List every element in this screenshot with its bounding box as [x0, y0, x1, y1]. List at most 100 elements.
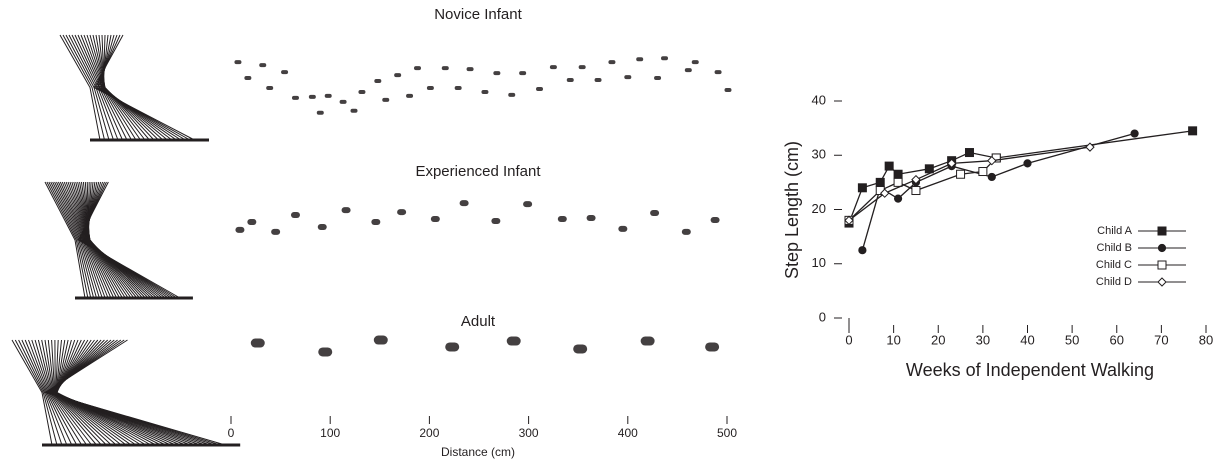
- marker: [987, 155, 997, 166]
- panel-title: Novice Infant: [434, 6, 522, 23]
- footprint: [650, 210, 660, 217]
- x-tick-label: 500: [717, 426, 737, 440]
- marker: [884, 161, 894, 171]
- footprint: [281, 70, 289, 75]
- x-tick-label: 200: [419, 426, 439, 440]
- footprint: [681, 228, 691, 235]
- footprint: [406, 93, 414, 98]
- footprint: [636, 57, 644, 62]
- stick-figure-line: [46, 181, 89, 299]
- marker: [911, 186, 921, 196]
- stick-figure-line: [102, 34, 168, 141]
- footprint: [557, 216, 567, 223]
- footprint: [691, 60, 699, 65]
- footprint: [506, 336, 521, 346]
- series-line: [848, 146, 1091, 221]
- footprint: [618, 225, 628, 232]
- footprint: [250, 338, 265, 348]
- x-tick-label: 100: [320, 426, 340, 440]
- footprint: [259, 63, 267, 68]
- marker: [893, 177, 903, 187]
- marker: [1130, 129, 1139, 138]
- stick-figure-line: [44, 181, 86, 299]
- footprint: [578, 65, 586, 70]
- footprint: [244, 76, 252, 81]
- footprint: [586, 215, 596, 222]
- footprint: [481, 89, 489, 94]
- footprint: [573, 344, 588, 354]
- legend-label: Child C: [1096, 259, 1132, 271]
- footprint: [491, 217, 501, 224]
- legend-marker: [1157, 226, 1167, 236]
- footprint: [684, 68, 692, 73]
- marker: [1188, 126, 1198, 136]
- marker: [924, 164, 934, 174]
- footprint: [291, 95, 299, 100]
- footprint: [459, 200, 469, 207]
- marker: [893, 169, 903, 179]
- stick-figure-line: [81, 181, 172, 299]
- footprint: [705, 342, 720, 352]
- y-tick-label: 0: [819, 309, 826, 324]
- stick-figure-line: [100, 34, 177, 141]
- x-axis-label: Weeks of Independent Walking: [906, 360, 1154, 380]
- stick-figure-line: [86, 181, 158, 299]
- stick-figure-line: [79, 181, 178, 299]
- footprint: [318, 347, 333, 357]
- footprint: [430, 216, 440, 223]
- marker: [858, 246, 867, 255]
- x-tick-label: 0: [228, 426, 235, 440]
- footprint: [382, 97, 390, 102]
- stick-figure-line: [101, 34, 164, 141]
- footprint: [640, 336, 655, 346]
- stick-figure-line: [44, 339, 226, 446]
- stick-figure-line: [68, 34, 114, 141]
- stick-figure-line: [59, 34, 101, 141]
- footprint: [413, 66, 421, 71]
- y-tick-label: 30: [812, 147, 826, 162]
- footprint: [445, 342, 460, 352]
- series-line: [861, 132, 1135, 251]
- footprint: [235, 226, 245, 233]
- marker: [978, 167, 988, 177]
- stick-figure-line: [98, 34, 182, 141]
- marker: [1085, 142, 1095, 152]
- y-tick-label: 20: [812, 201, 826, 216]
- footprint: [373, 335, 388, 345]
- marker: [964, 148, 974, 158]
- footprint: [374, 79, 382, 84]
- footprint: [624, 75, 632, 80]
- footprint: [566, 78, 574, 83]
- footprint: [523, 201, 533, 208]
- footprint: [247, 218, 257, 225]
- stick-figure-line: [48, 339, 206, 446]
- footprint: [426, 85, 434, 90]
- x-tick-label: 0: [845, 332, 852, 347]
- stick-figure-line: [93, 34, 195, 141]
- footprint: [350, 108, 358, 113]
- series-line: [848, 130, 1193, 224]
- x-tick-label: 20: [931, 332, 945, 347]
- footprint: [493, 71, 501, 76]
- footprint: [536, 86, 544, 91]
- y-tick-label: 40: [812, 92, 826, 107]
- footprint: [371, 218, 381, 225]
- x-tick-label: 10: [886, 332, 900, 347]
- marker: [857, 183, 867, 193]
- series-line: [848, 157, 997, 221]
- footprint: [358, 89, 366, 94]
- footprint: [549, 65, 557, 70]
- footprint: [234, 60, 242, 65]
- stick-figure-line: [14, 339, 58, 446]
- stick-figure-line: [97, 34, 186, 141]
- x-tick-label: 70: [1154, 332, 1168, 347]
- stick-figure-line: [48, 181, 92, 299]
- x-tick-label: 60: [1110, 332, 1124, 347]
- y-tick-label: 10: [812, 255, 826, 270]
- footprint: [271, 228, 281, 235]
- footprint: [710, 217, 720, 223]
- footprint: [324, 93, 332, 98]
- stick-figure-line: [85, 181, 161, 299]
- footprint: [724, 87, 732, 92]
